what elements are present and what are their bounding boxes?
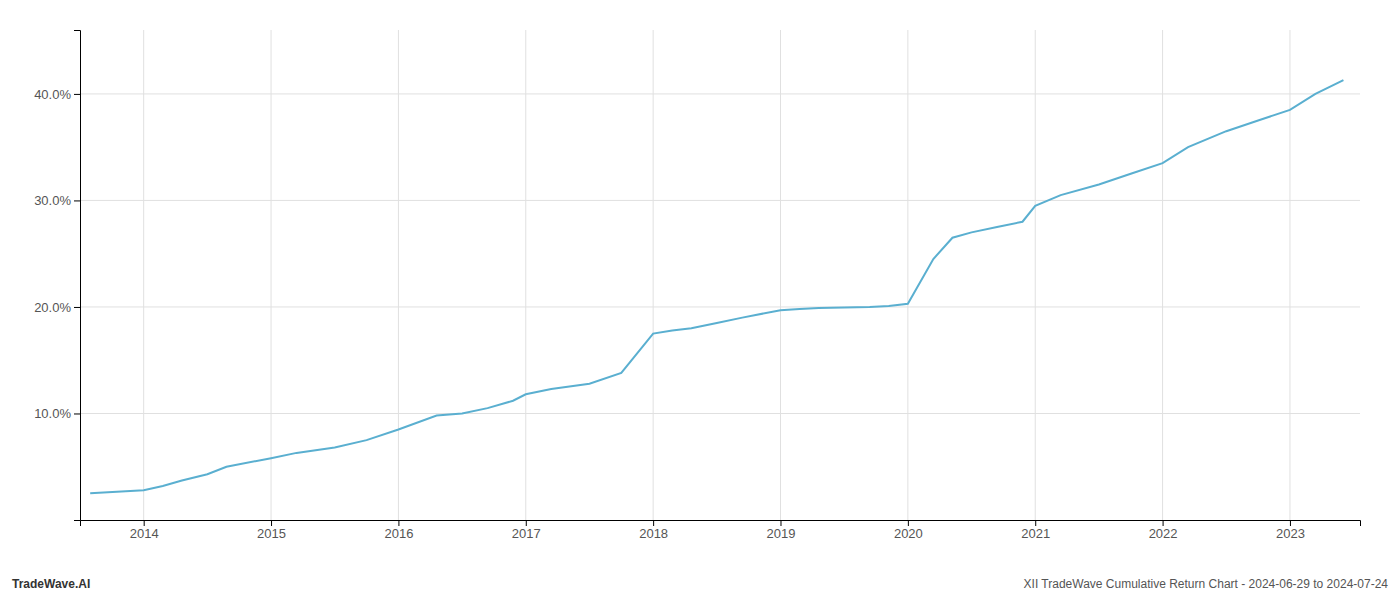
y-tick-label: 30.0% — [34, 193, 71, 208]
x-tick: 2021 — [1021, 520, 1050, 541]
x-tick: 2023 — [1276, 520, 1305, 541]
y-tick-mark — [74, 200, 80, 201]
plot-area: 2014 2015 2016 2017 2018 2019 2020 2021 2022 2023… — [34, 30, 1360, 541]
x-tick-label: 2016 — [384, 526, 413, 541]
grid-line-x — [143, 30, 144, 520]
x-tick-label: 2022 — [1149, 526, 1178, 541]
x-tick-label: 2021 — [1021, 526, 1050, 541]
x-tick-mark — [144, 520, 145, 526]
y-tick-mark — [74, 94, 80, 95]
grid-line-x — [1035, 30, 1036, 520]
x-tick: 2020 — [894, 520, 923, 541]
grid-line-y — [80, 93, 1360, 94]
x-tick-mark — [908, 520, 909, 526]
y-axis-line — [74, 31, 81, 521]
footer-right: XII TradeWave Cumulative Return Chart - … — [1024, 577, 1389, 591]
x-tick: 2014 — [130, 520, 159, 541]
y-tick-label: 40.0% — [34, 87, 71, 102]
x-tick-mark — [1290, 520, 1291, 526]
grid-line-x — [780, 30, 781, 520]
grid-line-x — [525, 30, 526, 520]
y-tick: 10.0% — [34, 406, 80, 421]
y-tick-mark — [74, 413, 80, 414]
x-tick: 2016 — [384, 520, 413, 541]
x-tick-mark — [780, 520, 781, 526]
x-tick-mark — [653, 520, 654, 526]
x-tick: 2018 — [639, 520, 668, 541]
x-tick-label: 2014 — [130, 526, 159, 541]
footer-left: TradeWave.AI — [12, 577, 90, 591]
marks — [90, 80, 1343, 493]
x-tick-label: 2019 — [767, 526, 796, 541]
grid-line-y — [80, 200, 1360, 201]
x-tick-mark — [1163, 520, 1164, 526]
x-axis-line — [81, 521, 1361, 527]
chart: 2014 2015 2016 2017 2018 2019 2020 2021 2022 2023… — [0, 0, 1400, 600]
grid-line-x — [398, 30, 399, 520]
x-tick-label: 2015 — [257, 526, 286, 541]
x-tick: 2017 — [512, 520, 541, 541]
y-tick: 40.0% — [34, 87, 80, 102]
x-tick-mark — [398, 520, 399, 526]
y-tick: 20.0% — [34, 300, 80, 315]
y-tick-label: 20.0% — [34, 300, 71, 315]
grid-line-x — [1289, 30, 1290, 520]
x-tick-mark — [1035, 520, 1036, 526]
grid-line-y — [80, 306, 1360, 307]
grid — [80, 30, 1360, 520]
x-tick-label: 2018 — [639, 526, 668, 541]
y-axis: 10.0% 20.0% 30.0% 40.0% — [34, 31, 80, 521]
y-tick-label: 10.0% — [34, 406, 71, 421]
line — [90, 80, 1343, 493]
x-tick-label: 2023 — [1276, 526, 1305, 541]
grid-line-x — [907, 30, 908, 520]
x-tick: 2022 — [1149, 520, 1178, 541]
x-tick-mark — [271, 520, 272, 526]
x-tick-mark — [526, 520, 527, 526]
x-tick-label: 2017 — [512, 526, 541, 541]
grid-line-y — [80, 413, 1360, 414]
y-tick: 30.0% — [34, 193, 80, 208]
grid-line-x — [271, 30, 272, 520]
x-tick: 2019 — [767, 520, 796, 541]
x-tick-label: 2020 — [894, 526, 923, 541]
x-axis: 2014 2015 2016 2017 2018 2019 2020 2021 2022 2023 — [81, 520, 1361, 541]
grid-line-x — [1162, 30, 1163, 520]
x-tick: 2015 — [257, 520, 286, 541]
grid-line-x — [653, 30, 654, 520]
y-tick-mark — [74, 307, 80, 308]
